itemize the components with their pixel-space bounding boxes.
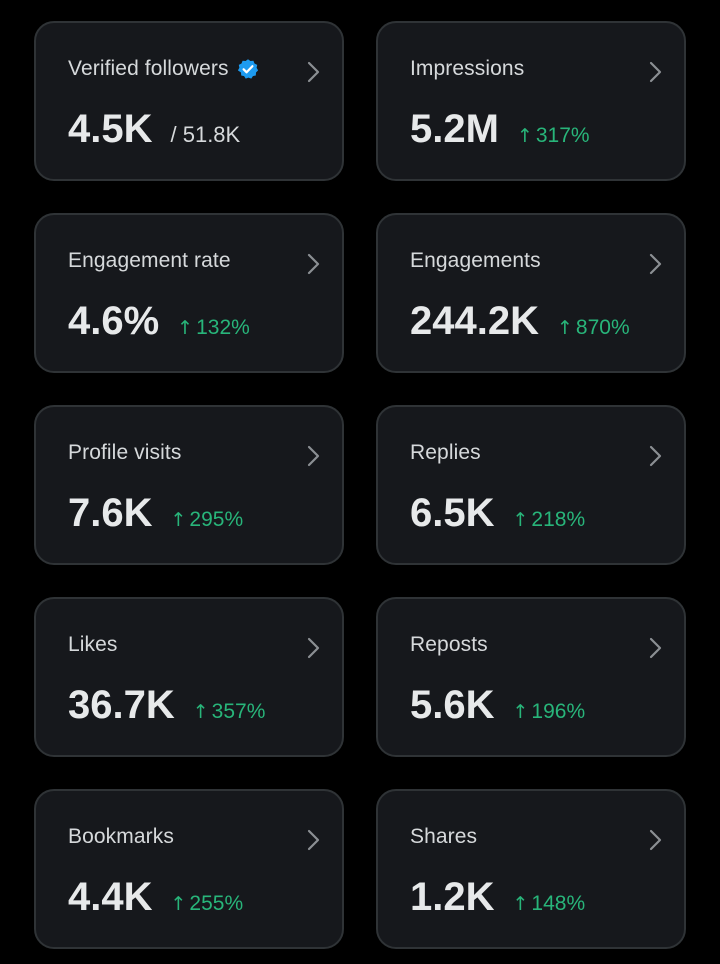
delta-value: 295%	[189, 508, 244, 531]
card-title: Replies	[410, 441, 481, 464]
arrow-up-icon: ↑	[512, 701, 529, 723]
metric-delta: ↑ 317%	[517, 124, 590, 148]
metric-total: / 51.8K	[170, 122, 241, 147]
metric-delta: ↑ 218%	[513, 508, 586, 532]
delta-value: 317%	[535, 124, 590, 147]
metric-value: 7.6K	[68, 491, 153, 535]
card-title: Engagement rate	[68, 249, 231, 272]
card-engagement-rate[interactable]: Engagement rate 4.6% ↑ 132%	[34, 213, 344, 373]
value-row: 4.6% ↑ 132%	[68, 301, 250, 341]
verified-badge-icon	[237, 59, 258, 79]
chevron-right-icon	[649, 445, 662, 467]
delta-value: 357%	[211, 700, 266, 723]
card-title: Reposts	[410, 633, 488, 656]
metric-delta: ↑ 357%	[193, 700, 266, 724]
card-reposts[interactable]: Reposts 5.6K ↑ 196%	[376, 597, 686, 757]
metric-delta: ↑ 255%	[171, 892, 244, 916]
analytics-grid: Verified followers 4.5K / 51.8K Impressi…	[34, 21, 686, 949]
metric-delta: ↑ 148%	[513, 892, 586, 916]
value-row: 5.6K ↑ 196%	[410, 685, 585, 725]
card-title: Shares	[410, 825, 478, 848]
card-shares[interactable]: Shares 1.2K ↑ 148%	[376, 789, 686, 949]
chevron-right-icon	[649, 637, 662, 659]
metric-value: 244.2K	[410, 299, 539, 343]
arrow-up-icon: ↑	[512, 509, 529, 531]
arrow-up-icon: ↑	[516, 125, 533, 147]
value-row: 4.4K ↑ 255%	[68, 877, 243, 917]
card-title: Bookmarks	[68, 825, 174, 848]
metric-value: 4.4K	[68, 875, 153, 919]
metric-delta: ↑ 196%	[513, 700, 586, 724]
arrow-up-icon: ↑	[170, 893, 187, 915]
delta-value: 148%	[531, 892, 586, 915]
card-likes[interactable]: Likes 36.7K ↑ 357%	[34, 597, 344, 757]
value-row: 36.7K ↑ 357%	[68, 685, 265, 725]
chevron-right-icon	[649, 829, 662, 851]
chevron-right-icon	[307, 829, 320, 851]
value-row: 5.2M ↑ 317%	[410, 109, 590, 149]
card-title-row: Verified followers	[68, 57, 259, 81]
value-row: 244.2K ↑ 870%	[410, 301, 630, 341]
card-title: Profile visits	[68, 441, 182, 464]
metric-value: 6.5K	[410, 491, 495, 535]
chevron-right-icon	[307, 445, 320, 467]
card-title-row: Replies	[410, 441, 481, 465]
arrow-up-icon: ↑	[512, 893, 529, 915]
card-title-row: Engagements	[410, 249, 541, 273]
chevron-right-icon	[307, 61, 320, 83]
card-title: Verified followers	[68, 57, 229, 80]
chevron-right-icon	[307, 637, 320, 659]
card-title: Engagements	[410, 249, 541, 272]
arrow-up-icon: ↑	[170, 509, 187, 531]
value-row: 1.2K ↑ 148%	[410, 877, 585, 917]
metric-value: 36.7K	[68, 683, 175, 727]
chevron-right-icon	[649, 253, 662, 275]
card-impressions[interactable]: Impressions 5.2M ↑ 317%	[376, 21, 686, 181]
card-title-row: Likes	[68, 633, 118, 657]
card-title-row: Reposts	[410, 633, 488, 657]
delta-value: 870%	[575, 316, 630, 339]
metric-value: 4.5K	[68, 107, 153, 151]
card-bookmarks[interactable]: Bookmarks 4.4K ↑ 255%	[34, 789, 344, 949]
card-title: Impressions	[410, 57, 525, 80]
card-title-row: Shares	[410, 825, 477, 849]
card-title-row: Profile visits	[68, 441, 181, 465]
metric-delta: ↑ 870%	[557, 316, 630, 340]
metric-value: 5.2M	[410, 107, 499, 151]
value-row: 7.6K ↑ 295%	[68, 493, 243, 533]
card-engagements[interactable]: Engagements 244.2K ↑ 870%	[376, 213, 686, 373]
chevron-right-icon	[307, 253, 320, 275]
metric-value: 5.6K	[410, 683, 495, 727]
card-title-row: Impressions	[410, 57, 524, 81]
metric-delta: ↑ 295%	[171, 508, 244, 532]
card-title: Likes	[68, 633, 118, 656]
metric-value: 1.2K	[410, 875, 495, 919]
delta-value: 196%	[531, 700, 586, 723]
chevron-right-icon	[649, 61, 662, 83]
arrow-up-icon: ↑	[192, 701, 209, 723]
card-replies[interactable]: Replies 6.5K ↑ 218%	[376, 405, 686, 565]
metric-delta: ↑ 132%	[177, 316, 250, 340]
arrow-up-icon: ↑	[556, 317, 573, 339]
card-title-row: Engagement rate	[68, 249, 231, 273]
card-title-row: Bookmarks	[68, 825, 174, 849]
card-verified-followers[interactable]: Verified followers 4.5K / 51.8K	[34, 21, 344, 181]
delta-value: 255%	[189, 892, 244, 915]
value-row: 4.5K / 51.8K	[68, 109, 240, 149]
value-row: 6.5K ↑ 218%	[410, 493, 585, 533]
arrow-up-icon: ↑	[177, 317, 194, 339]
delta-value: 218%	[531, 508, 586, 531]
card-profile-visits[interactable]: Profile visits 7.6K ↑ 295%	[34, 405, 344, 565]
delta-value: 132%	[196, 316, 250, 339]
metric-value: 4.6%	[68, 299, 160, 343]
